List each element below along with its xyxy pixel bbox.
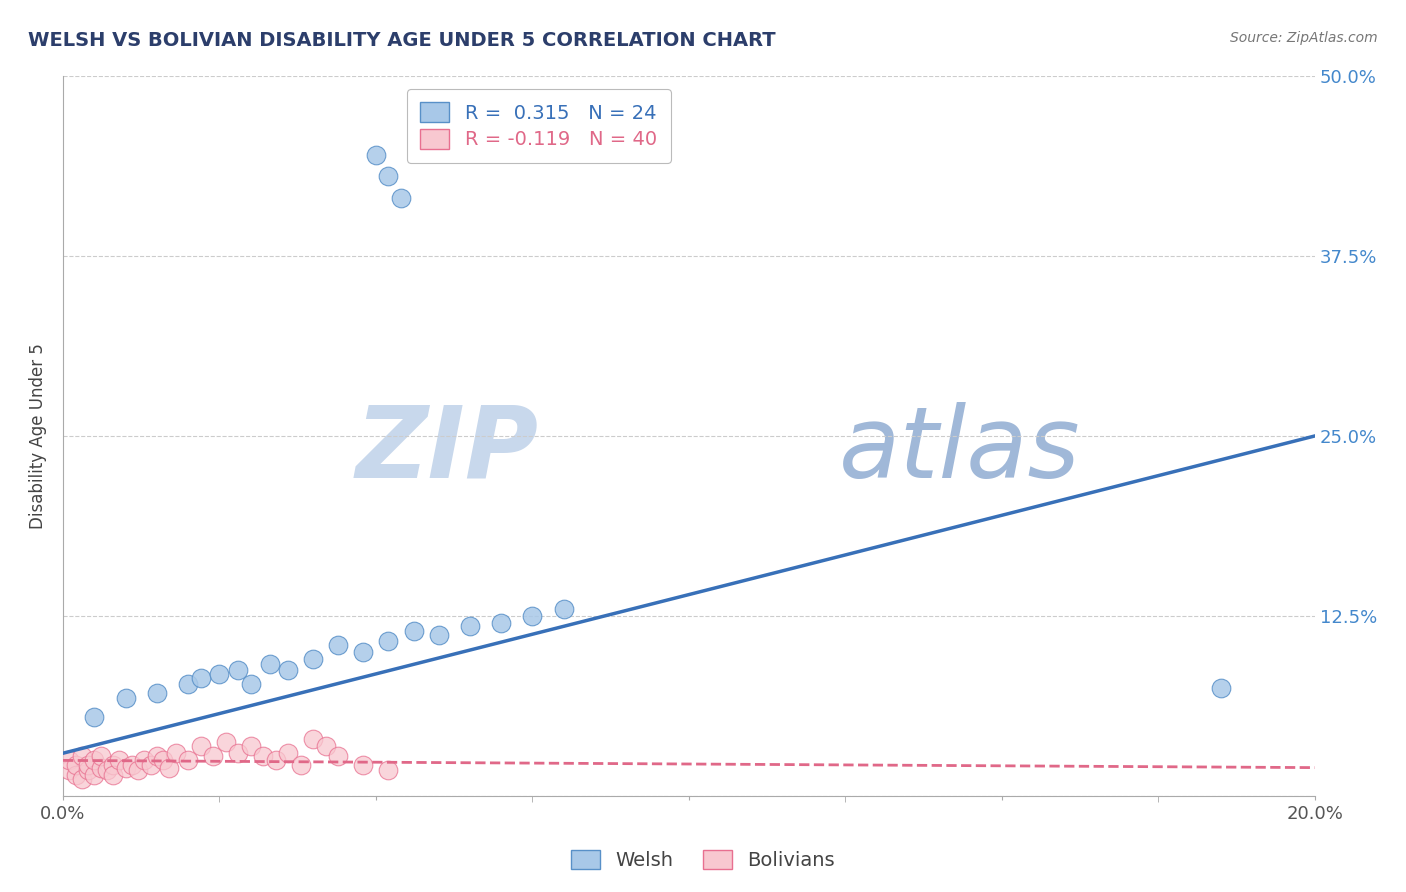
Point (134, 753, 156, 767)
Legend: Welsh, Bolivians: Welsh, Bolivians (564, 842, 842, 878)
Point (352, 645, 374, 659)
Point (226, 746, 249, 760)
Point (427, 628, 450, 642)
Point (226, 663, 249, 677)
Point (277, 746, 299, 760)
Point (65, 757, 87, 772)
Point (177, 753, 200, 767)
Y-axis label: Disability Age Under 5: Disability Age Under 5 (30, 343, 46, 529)
Legend: R =  0.315   N = 24, R = -0.119   N = 40: R = 0.315 N = 24, R = -0.119 N = 40 (406, 89, 671, 163)
Point (96, 764, 118, 778)
Point (239, 677, 262, 691)
Point (328, 638, 350, 652)
Point (77, 757, 100, 772)
Point (190, 739, 212, 753)
Text: WELSH VS BOLIVIAN DISABILITY AGE UNDER 5 CORRELATION CHART: WELSH VS BOLIVIAN DISABILITY AGE UNDER 5… (28, 31, 776, 50)
Point (190, 671, 212, 685)
Point (58, 764, 80, 778)
Point (458, 619, 481, 633)
Point (70, 749, 93, 764)
Point (315, 739, 337, 753)
Point (364, 148, 387, 162)
Point (522, 609, 544, 624)
Point (215, 734, 238, 748)
Point (377, 633, 399, 648)
Point (127, 764, 149, 778)
Point (302, 652, 325, 666)
Point (90, 761, 112, 775)
Point (101, 757, 124, 772)
Point (152, 753, 174, 767)
Point (146, 749, 169, 764)
Point (139, 757, 162, 772)
Point (208, 666, 231, 681)
Point (177, 677, 200, 691)
Point (402, 624, 425, 638)
Point (302, 731, 325, 746)
Point (108, 753, 131, 767)
Point (239, 739, 262, 753)
Point (489, 616, 512, 631)
Point (114, 691, 136, 706)
Point (252, 749, 274, 764)
Point (121, 757, 143, 772)
Point (114, 761, 136, 775)
Point (159, 761, 181, 775)
Point (77, 764, 100, 778)
Point (101, 768, 124, 782)
Point (277, 663, 299, 677)
Point (1209, 681, 1232, 696)
Point (202, 749, 225, 764)
Point (90, 749, 112, 764)
Point (290, 757, 312, 772)
Point (165, 746, 187, 760)
Point (328, 749, 350, 764)
Point (553, 602, 575, 616)
Point (377, 169, 399, 184)
Point (146, 685, 169, 699)
Point (70, 772, 93, 786)
Text: atlas: atlas (839, 402, 1081, 499)
Point (83, 710, 105, 724)
Point (389, 191, 412, 205)
Point (259, 657, 281, 671)
Point (83, 768, 105, 782)
Point (58, 753, 80, 767)
Point (352, 757, 374, 772)
Point (65, 768, 87, 782)
Text: Source: ZipAtlas.com: Source: ZipAtlas.com (1230, 31, 1378, 45)
Text: ZIP: ZIP (356, 402, 538, 499)
Point (377, 764, 399, 778)
Point (83, 753, 105, 767)
Point (264, 753, 287, 767)
